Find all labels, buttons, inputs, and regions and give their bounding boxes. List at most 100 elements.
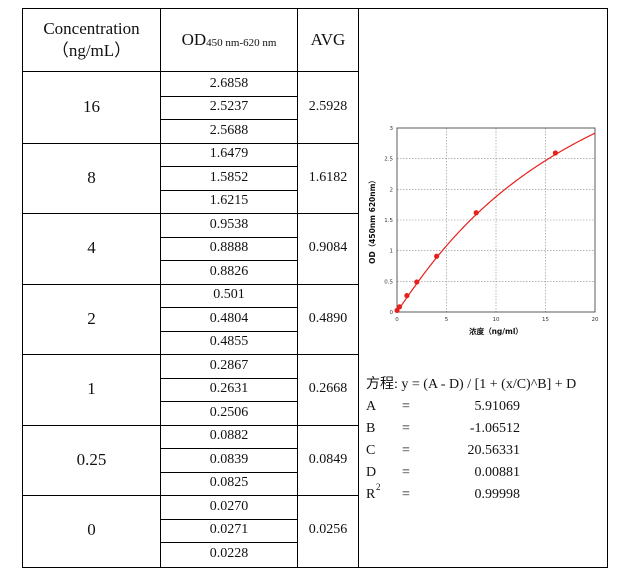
od-value-cell: 0.0270 — [209, 498, 249, 514]
concentration-cell: 8 — [87, 167, 96, 187]
sub-row-divider — [160, 307, 298, 308]
od-value-cell: 2.5237 — [209, 99, 249, 115]
border-bottom — [22, 567, 608, 568]
y-tick-label: 3 — [390, 126, 394, 132]
od-value-cell: 0.0882 — [209, 428, 249, 444]
param-equals: = — [402, 421, 410, 436]
avg-cell: 0.0849 — [308, 451, 348, 467]
header-od-sub: 450 nm-620 nm — [206, 37, 277, 49]
param-value: 20.56331 — [467, 443, 521, 458]
y-tick-label: 1 — [390, 249, 394, 255]
od-value-cell: 0.0271 — [209, 522, 249, 538]
param-name: B — [366, 421, 376, 436]
border-c1 — [160, 8, 161, 568]
border-right — [607, 8, 608, 568]
border-c2 — [297, 8, 298, 568]
od-value-cell: 0.9538 — [209, 216, 249, 232]
param-equals: = — [402, 399, 410, 414]
data-point — [434, 253, 440, 259]
fit-equation: 方程: y = (A - D) / [1 + (x/C)^B] + D — [366, 377, 577, 392]
border-header — [22, 71, 359, 72]
x-axis-label: 浓度（ng/ml） — [469, 326, 523, 336]
header-concentration: Concentration （ng/mL） — [23, 9, 160, 71]
y-tick-label: 1.5 — [384, 218, 393, 224]
concentration-cell: 2 — [87, 308, 96, 328]
od-value-cell: 0.4855 — [209, 334, 249, 350]
sub-row-divider — [160, 472, 298, 473]
group-divider — [22, 354, 359, 355]
od-value-cell: 1.6215 — [209, 193, 249, 209]
sub-row-divider — [160, 448, 298, 449]
sub-row-divider — [160, 190, 298, 191]
chart-grid — [397, 128, 595, 312]
standard-curve-chart: 0 5 10 15 20 0 0.5 1 1.5 2 2.5 3 浓度（ng/ml） OD（450nm… — [367, 126, 599, 336]
param-name: C — [366, 443, 376, 458]
od-value-cell: 0.0825 — [209, 475, 249, 491]
param-value: 0.00881 — [474, 465, 521, 480]
border-c3 — [358, 8, 359, 568]
od-value-cell: 1.5852 — [209, 169, 249, 185]
sub-row-divider — [160, 96, 298, 97]
od-value-cell: 1.6479 — [209, 146, 249, 162]
group-divider — [22, 143, 359, 144]
data-point — [394, 307, 400, 314]
x-tick-label: 5 — [445, 317, 449, 323]
sub-row-divider — [160, 119, 298, 120]
avg-cell: 0.0256 — [308, 522, 348, 538]
avg-cell: 1.6182 — [308, 169, 348, 185]
param-name: R — [366, 487, 376, 502]
x-tick-label: 15 — [542, 317, 549, 323]
param-value: 0.99998 — [474, 487, 521, 502]
x-tick-label: 20 — [592, 317, 599, 323]
avg-cell: 0.9084 — [308, 240, 348, 256]
x-tick-label: 10 — [493, 317, 500, 323]
fit-curve — [396, 132, 596, 312]
y-tick-label: 0 — [390, 310, 394, 316]
border-top — [22, 8, 608, 9]
data-point — [473, 210, 479, 216]
y-tick-label: 2 — [390, 187, 394, 193]
group-divider — [22, 284, 359, 285]
y-tick-label: 0.5 — [384, 279, 393, 285]
avg-cell: 0.2668 — [308, 381, 348, 397]
avg-cell: 0.4890 — [308, 310, 348, 326]
x-tick-label: 0 — [395, 317, 399, 323]
header-concentration-line1: Concentration — [43, 19, 140, 38]
od-value-cell: 0.8826 — [209, 263, 249, 279]
data-point — [396, 304, 403, 310]
od-value-cell: 0.0228 — [209, 545, 249, 561]
param-equals: = — [402, 443, 410, 458]
sub-row-divider — [160, 542, 298, 543]
y-axis-label: OD（450nm 620nm） — [367, 176, 377, 264]
param-equals: = — [402, 465, 410, 480]
od-value-cell: 0.501 — [213, 287, 245, 303]
header-avg-label: AVG — [310, 30, 346, 49]
sub-row-divider — [160, 331, 298, 332]
od-value-cell: 0.8888 — [209, 240, 249, 256]
data-point — [552, 150, 558, 156]
group-divider — [22, 495, 359, 496]
concentration-cell: 0 — [87, 520, 96, 540]
param-name: A — [366, 399, 377, 414]
sub-row-divider — [160, 166, 298, 167]
y-tick-label: 2.5 — [384, 157, 393, 163]
od-value-cell: 0.4804 — [209, 310, 249, 326]
chart-points — [394, 150, 558, 314]
param-value: -1.06512 — [469, 421, 520, 436]
od-value-cell: 0.2631 — [209, 381, 249, 397]
avg-cell: 2.5928 — [308, 99, 348, 115]
sub-row-divider — [160, 378, 298, 379]
concentration-cell: 1 — [87, 379, 96, 399]
concentration-cell: 4 — [87, 238, 96, 258]
param-superscript: 2 — [376, 482, 381, 492]
group-divider — [22, 425, 359, 426]
group-divider — [22, 213, 359, 214]
concentration-cell: 16 — [83, 97, 100, 117]
chart-ticks: 0 5 10 15 20 0 0.5 1 1.5 2 2.5 3 — [384, 126, 599, 323]
sub-row-divider — [160, 401, 298, 402]
border-left — [22, 8, 23, 568]
param-value: 5.91069 — [474, 399, 521, 414]
sub-row-divider — [160, 260, 298, 261]
sub-row-divider — [160, 237, 298, 238]
param-name: D — [366, 465, 377, 480]
